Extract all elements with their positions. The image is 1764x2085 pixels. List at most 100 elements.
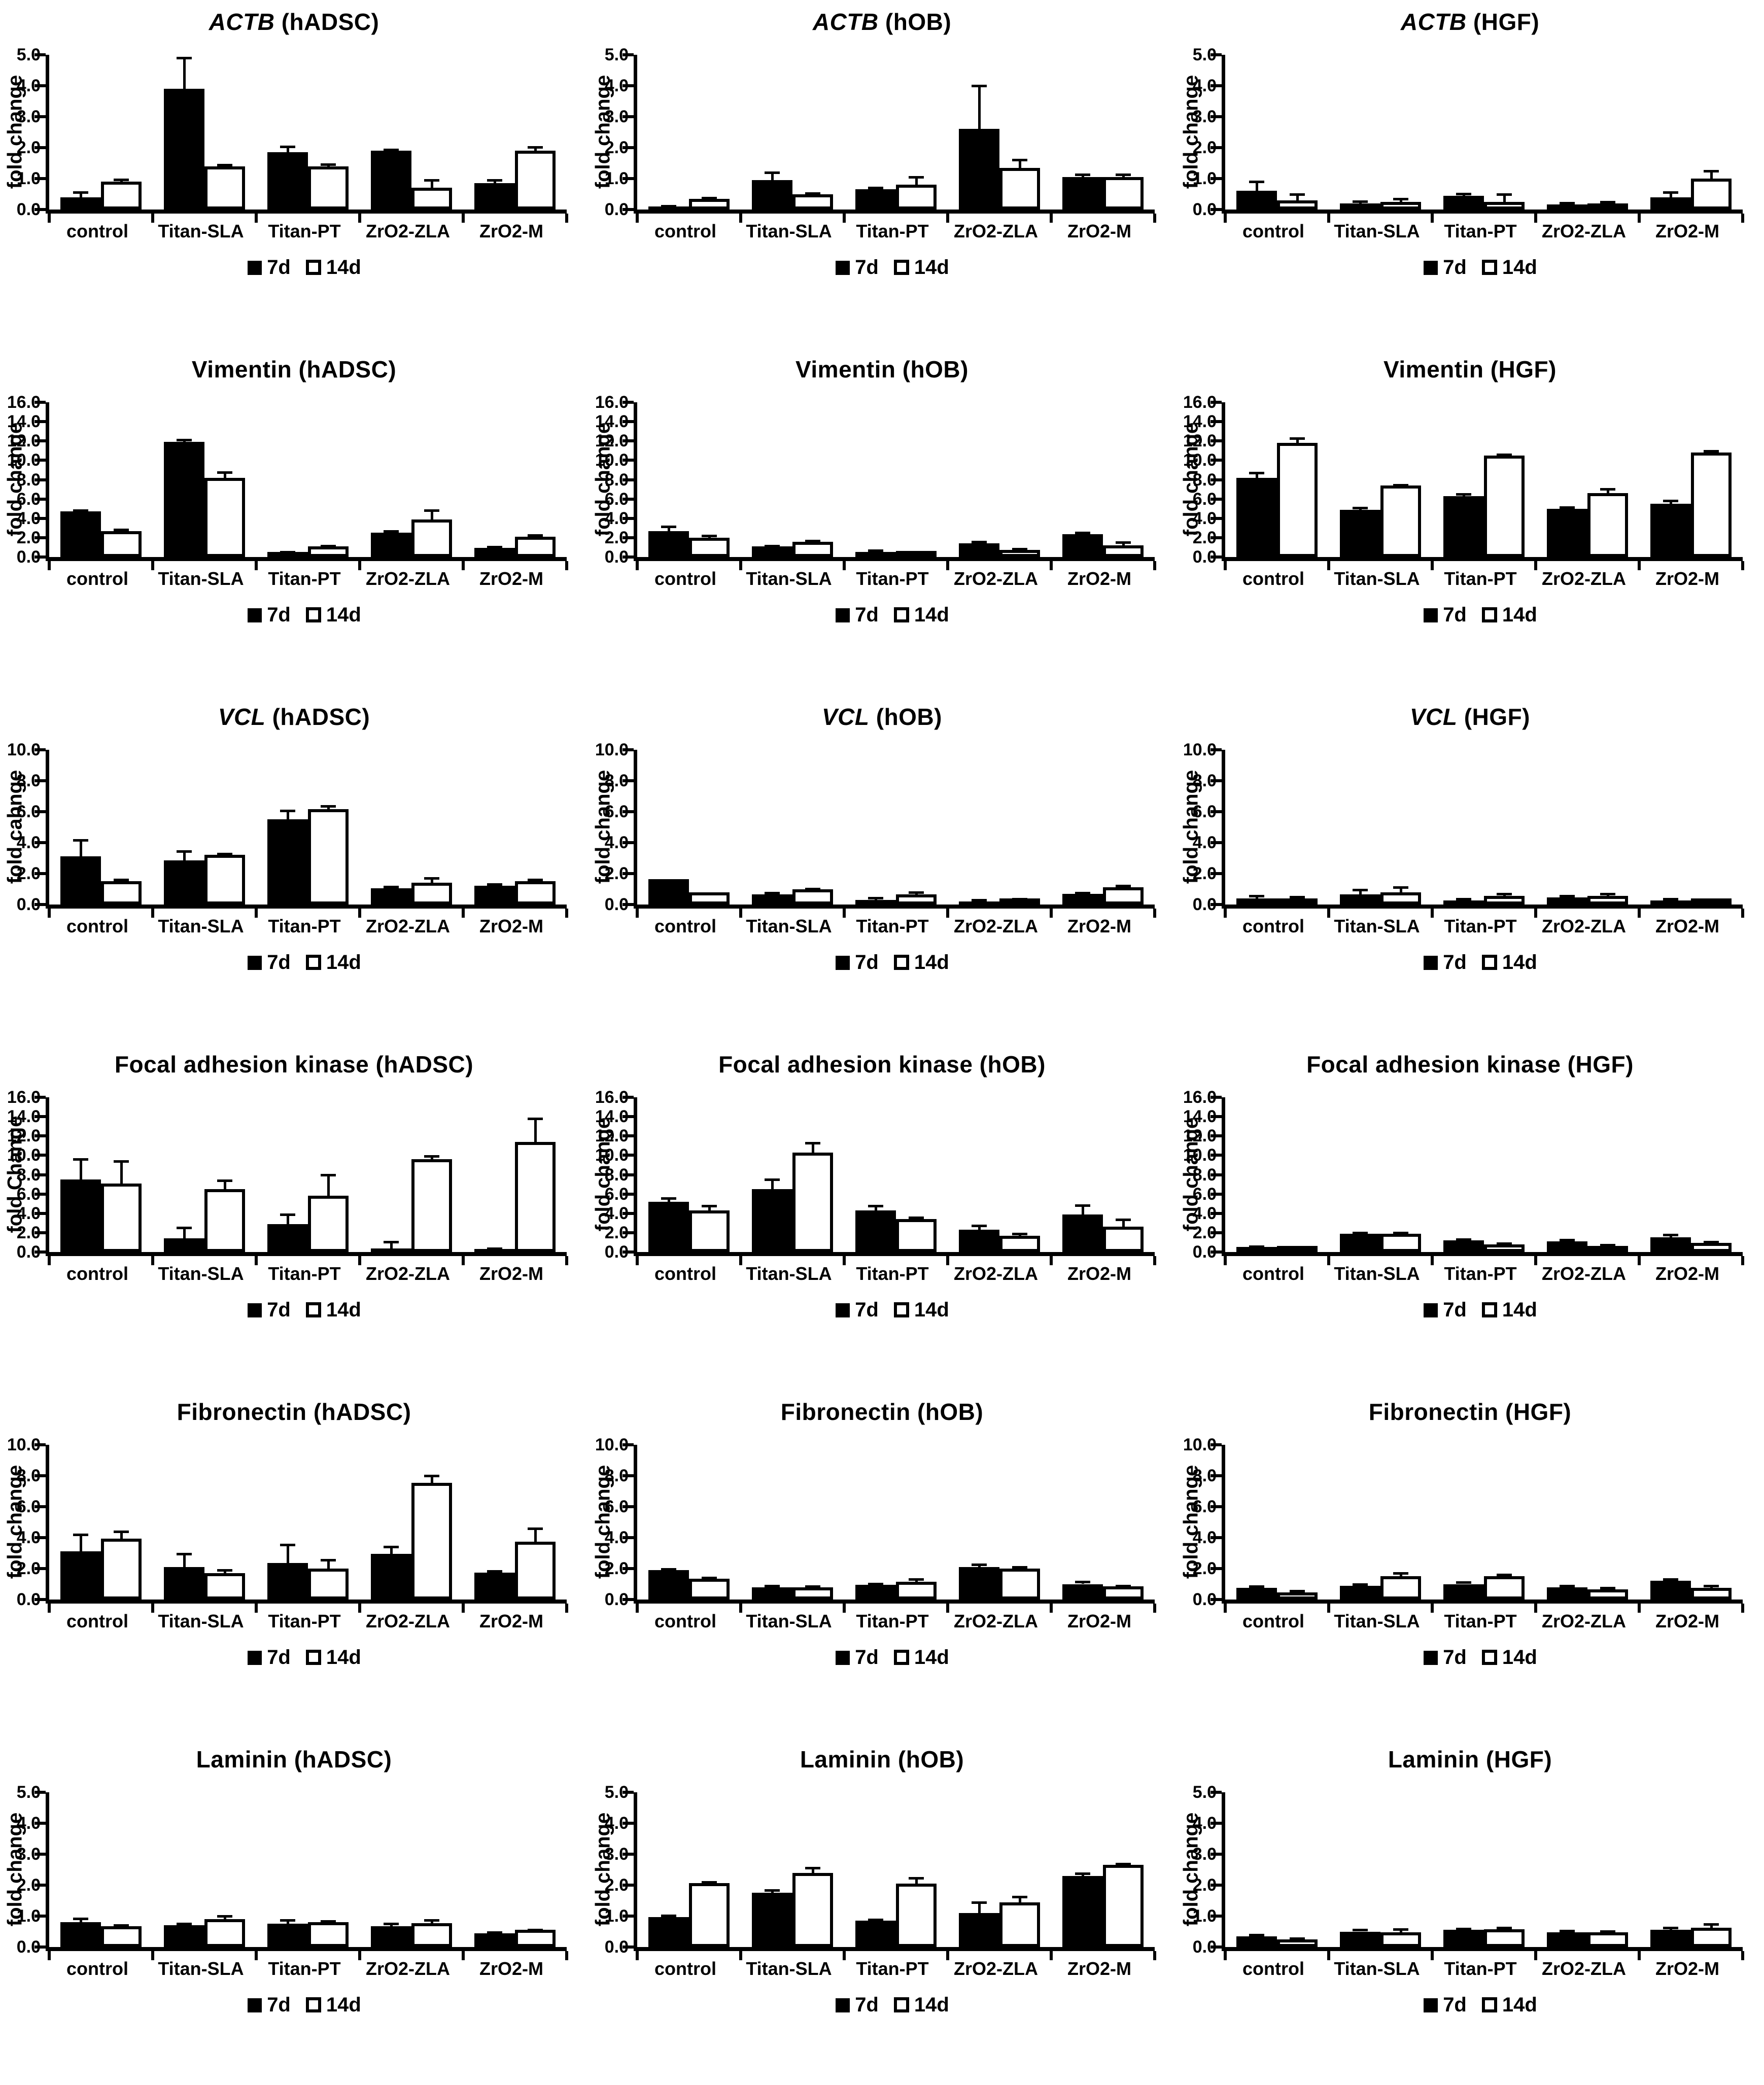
legend-7d-marker xyxy=(1424,1651,1438,1665)
y-tick-mark xyxy=(622,748,634,751)
y-tick-mark xyxy=(1210,516,1222,520)
y-tick-mark xyxy=(1210,1173,1222,1176)
bar-14d xyxy=(1484,896,1525,905)
legend-7d-marker xyxy=(836,1998,850,2012)
error-bar-cap xyxy=(1704,169,1719,172)
chart-title-gene: VCL xyxy=(1409,704,1458,730)
error-bar-cap xyxy=(321,545,336,548)
y-tick-label: 8.0 xyxy=(1192,1165,1217,1185)
bar-14d xyxy=(896,1581,937,1600)
chart-panel: VCL (hADSC) fold cahnge 0.0 2.0 4.0 6.0 8.0 10.… xyxy=(0,695,588,1042)
x-tick-mark xyxy=(151,1951,154,1960)
bar-7d xyxy=(1062,177,1103,210)
bar-14d xyxy=(411,1923,452,1947)
legend-14d-marker xyxy=(1481,260,1497,275)
error-bar-cap xyxy=(1456,1581,1471,1584)
error-bar-cap xyxy=(868,549,883,552)
error-bar xyxy=(667,526,670,531)
x-category-label: Titan-PT xyxy=(1444,221,1517,241)
y-tick-mark xyxy=(34,177,46,180)
y-tick-label: 4.0 xyxy=(16,1528,41,1547)
y-tick-mark xyxy=(1210,810,1222,813)
y-tick-mark xyxy=(1210,748,1222,751)
bar-7d xyxy=(648,879,689,905)
y-tick-mark xyxy=(1210,401,1222,404)
error-bar-cap xyxy=(972,1563,987,1566)
bar-7d xyxy=(267,552,308,557)
error-bar-cap xyxy=(487,1570,502,1573)
bar-7d xyxy=(752,180,792,210)
bar-7d xyxy=(371,888,411,905)
x-tick-mark xyxy=(462,1951,465,1960)
x-tick-mark xyxy=(462,214,465,223)
y-tick-label: 2.0 xyxy=(16,864,41,883)
error-bar-cap xyxy=(1249,472,1264,475)
y-tick-label: 10.0 xyxy=(7,740,41,759)
y-tick-label: 2.0 xyxy=(604,864,629,883)
y-tick-mark xyxy=(34,1505,46,1508)
legend-7d-label: 7d xyxy=(1443,1299,1467,1321)
error-bar xyxy=(1606,489,1609,494)
error-bar-cap xyxy=(805,1867,820,1870)
chart-title-gene: Laminin xyxy=(800,1746,891,1773)
chart-title: VCL (hOB) xyxy=(588,703,1176,731)
y-tick-mark xyxy=(622,1134,634,1138)
x-category-label: Titan-SLA xyxy=(1334,1611,1420,1631)
bar-14d xyxy=(896,185,937,210)
legend-7d-label: 7d xyxy=(267,256,291,279)
y-tick-label: 6.0 xyxy=(604,1497,629,1516)
y-tick-mark xyxy=(622,146,634,149)
x-category-label: control xyxy=(1242,568,1304,589)
error-bar-cap xyxy=(1353,1929,1368,1932)
x-category-label: ZrO2-ZLA xyxy=(366,1958,450,1979)
error-bar-cap xyxy=(1075,891,1090,894)
chart-title-suffix: (hOB) xyxy=(869,704,942,730)
y-tick-mark xyxy=(622,779,634,782)
error-bar-cap xyxy=(73,839,88,842)
error-bar-cap xyxy=(909,1876,924,1880)
chart-title-gene: Vimentin xyxy=(795,356,896,383)
error-bar-cap xyxy=(661,1568,676,1571)
legend-14d-label: 14d xyxy=(914,951,949,974)
bar-14d xyxy=(1103,177,1144,210)
bar-7d xyxy=(752,894,792,905)
x-tick-mark xyxy=(151,909,154,918)
error-bar-cap xyxy=(280,1543,295,1546)
y-tick-label: 14.0 xyxy=(1183,1107,1217,1127)
chart-title-gene: VCL xyxy=(821,704,870,730)
bar-14d xyxy=(1380,201,1421,210)
y-tick-label: 0.0 xyxy=(604,1937,629,1957)
y-tick-label: 14.0 xyxy=(7,412,41,432)
y-tick-label: 4.0 xyxy=(16,833,41,852)
bar-7d xyxy=(1547,204,1587,210)
error-bar-cap xyxy=(868,187,883,190)
legend-7d-marker xyxy=(1424,608,1438,622)
error-bar xyxy=(327,1174,330,1196)
chart-title-gene: Fibronectin xyxy=(780,1399,911,1425)
bar-14d xyxy=(1484,1244,1525,1252)
legend-14d-marker xyxy=(305,607,321,622)
y-tick-mark xyxy=(1210,146,1222,149)
bar-7d xyxy=(855,1210,896,1252)
y-tick-mark xyxy=(34,555,46,559)
y-tick-label: 8.0 xyxy=(16,1466,41,1485)
y-tick-mark xyxy=(622,1173,634,1176)
x-category-label: ZrO2-ZLA xyxy=(366,221,450,241)
bar-14d xyxy=(1691,1927,1732,1947)
chart-panel: ACTB (hADSC) fold change 0.0 1.0 2.0 3.0 4.0 5.… xyxy=(0,0,588,348)
legend: 7d 14d xyxy=(634,256,1151,279)
y-tick-label: 8.0 xyxy=(604,1466,629,1485)
bar-7d xyxy=(371,1926,411,1947)
legend: 7d 14d xyxy=(1222,1646,1739,1669)
y-tick-label: 5.0 xyxy=(604,45,629,64)
y-tick-label: 4.0 xyxy=(16,508,41,528)
bar-7d xyxy=(60,1922,101,1947)
plot-area xyxy=(622,1791,1156,1960)
plot-area xyxy=(1210,401,1744,570)
y-tick-label: 14.0 xyxy=(7,1107,41,1127)
y-tick-label: 10.0 xyxy=(1183,740,1217,759)
bar-14d xyxy=(1484,455,1525,557)
error-bar-cap xyxy=(528,879,543,882)
y-tick-label: 10.0 xyxy=(1183,1435,1217,1454)
x-category-label: Titan-SLA xyxy=(746,221,832,241)
